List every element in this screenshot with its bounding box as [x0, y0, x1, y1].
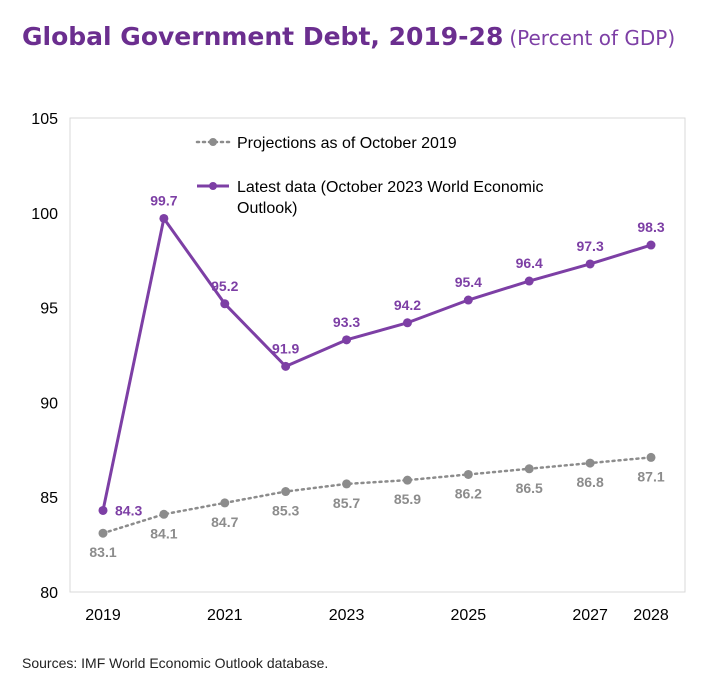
- y-tick-label: 95: [40, 301, 58, 318]
- latest-point: [646, 240, 656, 250]
- x-tick-label: 2025: [451, 607, 487, 624]
- projections-data-label: 83.1: [89, 544, 116, 560]
- y-tick-label: 80: [40, 585, 58, 602]
- x-tick-label: 2021: [207, 607, 243, 624]
- projections-data-label: 86.8: [576, 474, 603, 490]
- x-tick-label: 2028: [633, 607, 669, 624]
- projections-point: [342, 479, 352, 489]
- projections-point: [281, 487, 291, 497]
- projections-point: [524, 464, 534, 474]
- legend-latest-label: Outlook): [237, 200, 297, 217]
- legend-latest-label: Latest data (October 2023 World Economic: [237, 179, 544, 196]
- latest-point: [402, 318, 412, 328]
- projections-series-line: [101, 456, 653, 535]
- latest-data-label: 95.2: [211, 278, 238, 294]
- y-tick-label: 105: [31, 111, 58, 128]
- x-tick-label: 2019: [85, 607, 121, 624]
- latest-point: [220, 299, 230, 309]
- projections-point: [159, 509, 169, 519]
- projections-data-label: 85.3: [272, 503, 299, 519]
- latest-point: [159, 213, 169, 223]
- latest-point: [524, 276, 534, 286]
- latest-data-label: 91.9: [272, 340, 299, 356]
- latest-data-label: 94.2: [394, 297, 421, 313]
- projections-point: [402, 475, 412, 485]
- latest-point: [281, 361, 291, 371]
- latest-point: [342, 335, 352, 345]
- projections-point: [646, 452, 656, 462]
- latest-point: [98, 505, 108, 515]
- projections-point: [98, 528, 108, 538]
- legend-projections-label: Projections as of October 2019: [237, 135, 457, 152]
- latest-data-label: 95.4: [455, 274, 482, 290]
- projections-data-label: 86.5: [516, 480, 543, 496]
- latest-data-label: 93.3: [333, 314, 360, 330]
- y-tick-label: 85: [40, 490, 58, 507]
- latest-data-label: 84.3: [115, 502, 142, 518]
- latest-series-line: [101, 216, 652, 511]
- projections-data-label: 87.1: [637, 468, 664, 484]
- source-note: Sources: IMF World Economic Outlook data…: [22, 655, 329, 671]
- y-tick-label: 90: [40, 395, 58, 412]
- projections-data-label: 84.1: [150, 525, 177, 541]
- projections-data-label: 85.7: [333, 495, 360, 511]
- latest-data-label: 98.3: [637, 219, 664, 235]
- y-tick-label: 100: [31, 206, 58, 223]
- projections-data-label: 85.9: [394, 491, 421, 507]
- latest-point: [585, 259, 595, 269]
- plot-area-border: [69, 117, 686, 593]
- projections-data-label: 86.2: [455, 485, 482, 501]
- latest-data-label: 96.4: [516, 255, 543, 271]
- latest-data-label: 99.7: [150, 192, 177, 208]
- projections-data-label: 84.7: [211, 514, 238, 530]
- chart-subtitle: (Percent of GDP): [509, 26, 676, 50]
- chart-title-block: Global Government Debt, 2019-28 (Percent …: [22, 22, 675, 51]
- chart-title: Global Government Debt, 2019-28: [22, 22, 504, 51]
- legend-projections-marker: [209, 138, 217, 146]
- latest-data-label: 97.3: [576, 238, 603, 254]
- latest-point: [463, 295, 473, 305]
- projections-point: [220, 498, 230, 508]
- legend-latest-marker: [209, 182, 217, 190]
- x-tick-label: 2027: [572, 607, 608, 624]
- x-tick-label: 2023: [329, 607, 365, 624]
- projections-point: [463, 469, 473, 479]
- projections-point: [585, 458, 595, 468]
